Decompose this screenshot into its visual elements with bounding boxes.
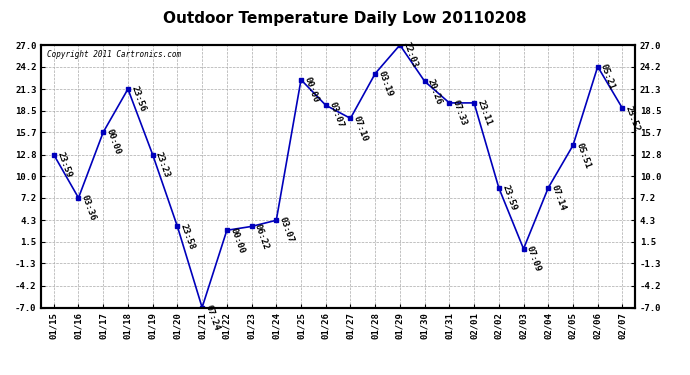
Text: 03:19: 03:19 [377, 69, 394, 98]
Text: 07:09: 07:09 [525, 244, 542, 273]
Text: 23:58: 23:58 [179, 222, 197, 251]
Text: 20:26: 20:26 [426, 77, 444, 105]
Text: 07:14: 07:14 [550, 184, 567, 212]
Text: 00:00: 00:00 [105, 128, 122, 156]
Text: 00:00: 00:00 [228, 226, 246, 255]
Text: 07:33: 07:33 [451, 99, 469, 127]
Text: 05:21: 05:21 [599, 63, 617, 91]
Text: Copyright 2011 Cartronics.com: Copyright 2011 Cartronics.com [48, 50, 181, 59]
Text: 07:24: 07:24 [204, 303, 221, 332]
Text: 06:22: 06:22 [253, 222, 270, 251]
Text: Outdoor Temperature Daily Low 20110208: Outdoor Temperature Daily Low 20110208 [164, 11, 526, 26]
Text: 23:59: 23:59 [55, 150, 73, 179]
Text: 00:00: 00:00 [302, 76, 320, 104]
Text: 05:51: 05:51 [574, 141, 592, 170]
Text: 23:11: 23:11 [475, 99, 493, 127]
Text: 23:23: 23:23 [154, 150, 172, 179]
Text: 03:07: 03:07 [327, 101, 345, 129]
Text: 23:59: 23:59 [500, 184, 518, 212]
Text: 03:36: 03:36 [80, 194, 97, 222]
Text: 23:56: 23:56 [129, 85, 147, 113]
Text: 03:07: 03:07 [277, 216, 295, 244]
Text: 23:52: 23:52 [624, 104, 642, 132]
Text: 07:10: 07:10 [352, 114, 370, 142]
Text: 22:03: 22:03 [402, 41, 419, 69]
